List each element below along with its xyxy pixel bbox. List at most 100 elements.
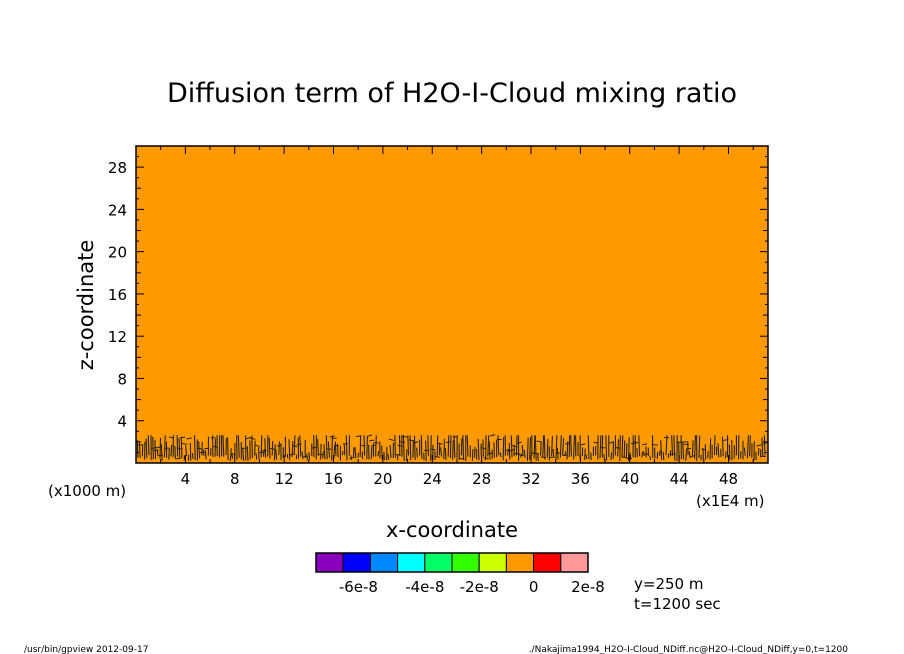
contour-mark bbox=[242, 447, 245, 461]
contour-mark bbox=[180, 437, 183, 459]
y-info: y=250 m bbox=[634, 575, 703, 593]
contour-mark bbox=[156, 449, 159, 456]
colorbar-swatch bbox=[342, 552, 371, 573]
contour-mark bbox=[619, 435, 621, 461]
x-unit-left: (x1000 m) bbox=[48, 482, 126, 500]
contour-mark bbox=[245, 436, 252, 440]
contour-mark bbox=[518, 454, 524, 457]
colorbar-swatch bbox=[424, 552, 453, 573]
x-tick-label: 36 bbox=[571, 470, 590, 488]
contour-mark bbox=[546, 438, 549, 458]
colorbar-swatch bbox=[397, 552, 426, 573]
y-tick-label: 20 bbox=[108, 244, 127, 262]
contour-mark bbox=[345, 435, 348, 461]
contour-mark bbox=[174, 445, 176, 459]
contour-mark bbox=[660, 440, 663, 460]
colorbar-label: 2e-8 bbox=[571, 578, 605, 596]
contour-mark bbox=[762, 442, 769, 445]
contour-mark bbox=[610, 452, 613, 460]
contour-mark bbox=[270, 447, 276, 450]
colorbar-label: 0 bbox=[529, 578, 539, 596]
contour-mark bbox=[452, 440, 454, 460]
contour-mark bbox=[222, 435, 225, 457]
contour-mark bbox=[584, 448, 586, 460]
contour-mark bbox=[641, 443, 648, 446]
contour-mark bbox=[543, 435, 546, 460]
contour-mark bbox=[477, 438, 480, 461]
contour-mark bbox=[182, 442, 188, 445]
contour-mark bbox=[306, 453, 308, 461]
contour-mark bbox=[399, 441, 406, 443]
contour-mark bbox=[163, 435, 166, 458]
field-fill bbox=[136, 146, 768, 463]
contour-mark bbox=[443, 438, 446, 459]
y-tick-label: 28 bbox=[108, 159, 127, 177]
y-tick-label: 16 bbox=[108, 286, 127, 304]
contour-mark bbox=[323, 444, 326, 460]
contour-mark bbox=[447, 435, 450, 457]
contour-mark bbox=[388, 438, 395, 441]
contour-mark bbox=[493, 442, 495, 458]
contour-mark bbox=[366, 436, 368, 460]
contour-mark bbox=[599, 435, 602, 459]
contour-mark bbox=[237, 435, 240, 458]
contour-mark bbox=[427, 435, 429, 456]
contour-mark bbox=[497, 435, 500, 456]
contour-mark bbox=[389, 444, 392, 458]
contour-mark bbox=[665, 435, 668, 456]
contour-mark bbox=[688, 451, 691, 459]
contour-mark bbox=[246, 445, 249, 461]
x-unit-right: (x1E4 m) bbox=[696, 492, 765, 510]
colorbar-label: -2e-8 bbox=[460, 578, 499, 596]
contour-mark bbox=[375, 435, 377, 457]
contour-mark bbox=[628, 437, 630, 461]
contour-mark bbox=[437, 442, 443, 445]
contour-mark bbox=[724, 451, 727, 459]
contour-mark bbox=[516, 441, 522, 444]
contour-mark bbox=[136, 440, 139, 458]
y-axis-label: z-coordinate bbox=[74, 240, 98, 371]
contour-mark bbox=[322, 451, 324, 459]
contour-mark bbox=[566, 441, 569, 460]
contour-mark bbox=[275, 448, 278, 460]
x-tick-label: 32 bbox=[521, 470, 540, 488]
colorbar bbox=[315, 552, 589, 573]
y-tick-label: 24 bbox=[108, 201, 127, 219]
contour-mark bbox=[271, 440, 274, 456]
contour-mark bbox=[170, 444, 173, 457]
y-tick-label: 8 bbox=[117, 370, 127, 388]
contour-mark bbox=[430, 448, 436, 451]
contour-mark bbox=[160, 443, 163, 461]
contour-mark bbox=[336, 443, 339, 458]
contour-mark bbox=[555, 435, 558, 460]
contour-mark bbox=[293, 435, 296, 456]
contour-mark bbox=[193, 435, 196, 461]
contour-mark bbox=[381, 445, 383, 460]
x-tick-label: 24 bbox=[423, 470, 442, 488]
contour-mark bbox=[585, 454, 588, 460]
contour-mark bbox=[536, 440, 542, 443]
contour-mark bbox=[354, 447, 357, 459]
contour-mark bbox=[488, 441, 491, 460]
contour-mark bbox=[204, 449, 207, 460]
x-tick-label: 20 bbox=[373, 470, 392, 488]
contour-mark bbox=[250, 437, 256, 440]
contour-mark bbox=[145, 438, 148, 459]
t-info: t=1200 sec bbox=[634, 595, 721, 613]
colorbar-swatch bbox=[369, 552, 399, 573]
contour-mark bbox=[331, 435, 334, 461]
contour-mark bbox=[605, 435, 608, 461]
contour-mark bbox=[147, 435, 150, 456]
contour-mark bbox=[154, 439, 157, 460]
contour-mark bbox=[603, 454, 605, 461]
x-tick-label: 28 bbox=[472, 470, 491, 488]
contour-mark bbox=[667, 453, 670, 459]
contour-mark bbox=[366, 434, 373, 437]
contour-mark bbox=[462, 435, 465, 460]
contour-mark bbox=[534, 435, 537, 461]
contour-mark bbox=[698, 435, 701, 458]
contour-mark bbox=[255, 453, 258, 460]
contour-mark bbox=[292, 445, 298, 448]
contour-mark bbox=[251, 435, 253, 459]
contour-mark bbox=[487, 435, 490, 457]
